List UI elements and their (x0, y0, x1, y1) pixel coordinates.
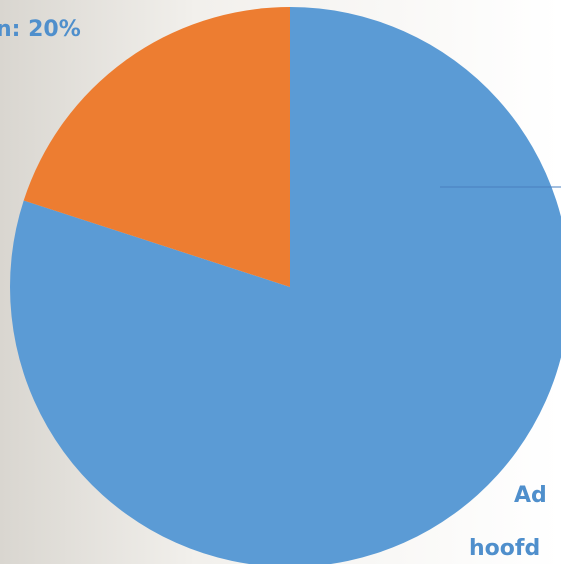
pie-slice (23, 7, 291, 287)
pie-slice (10, 7, 561, 564)
data-label: n: 20% (0, 17, 81, 42)
data-label: Ad (514, 483, 547, 508)
data-label: hoofd (469, 536, 540, 561)
pie (10, 7, 561, 564)
